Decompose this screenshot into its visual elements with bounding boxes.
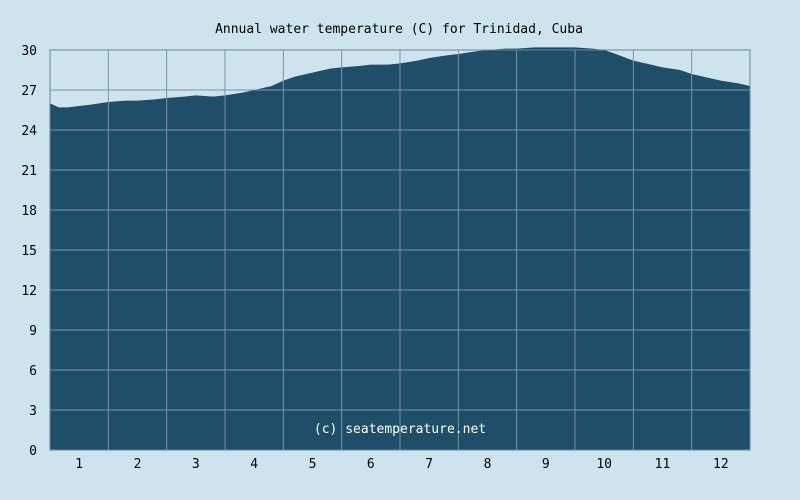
x-tick-label: 12 xyxy=(713,457,729,472)
y-tick-label: 27 xyxy=(21,84,37,99)
x-tick-label: 9 xyxy=(542,457,550,472)
y-tick-label: 24 xyxy=(21,124,37,139)
plot-area xyxy=(49,47,751,451)
y-tick-label: 15 xyxy=(21,244,37,259)
chart-title: Annual water temperature (C) for Trinida… xyxy=(215,22,583,37)
x-tick-label: 4 xyxy=(250,457,258,472)
y-tick-label: 12 xyxy=(21,284,37,299)
watermark-text: (c) seatemperature.net xyxy=(314,422,486,437)
x-tick-label: 1 xyxy=(75,457,83,472)
y-tick-label: 18 xyxy=(21,204,37,219)
y-tick-label: 3 xyxy=(29,404,37,419)
x-axis-tick-labels: 1 2 3 4 5 6 7 8 9 10 11 12 xyxy=(75,457,728,472)
x-tick-label: 6 xyxy=(367,457,375,472)
y-axis-tick-labels: 0 3 6 9 12 15 18 21 24 27 30 xyxy=(21,44,37,459)
plot-frame xyxy=(49,49,751,451)
y-tick-label: 21 xyxy=(21,164,37,179)
x-tick-label: 2 xyxy=(134,457,142,472)
x-tick-label: 3 xyxy=(192,457,200,472)
y-tick-label: 6 xyxy=(29,364,37,379)
x-tick-label: 11 xyxy=(655,457,671,472)
x-tick-label: 10 xyxy=(596,457,612,472)
x-tick-label: 5 xyxy=(309,457,317,472)
y-tick-label: 0 xyxy=(29,444,37,459)
x-tick-label: 8 xyxy=(484,457,492,472)
y-tick-label: 30 xyxy=(21,44,37,59)
y-tick-label: 9 xyxy=(29,324,37,339)
x-tick-label: 7 xyxy=(425,457,433,472)
